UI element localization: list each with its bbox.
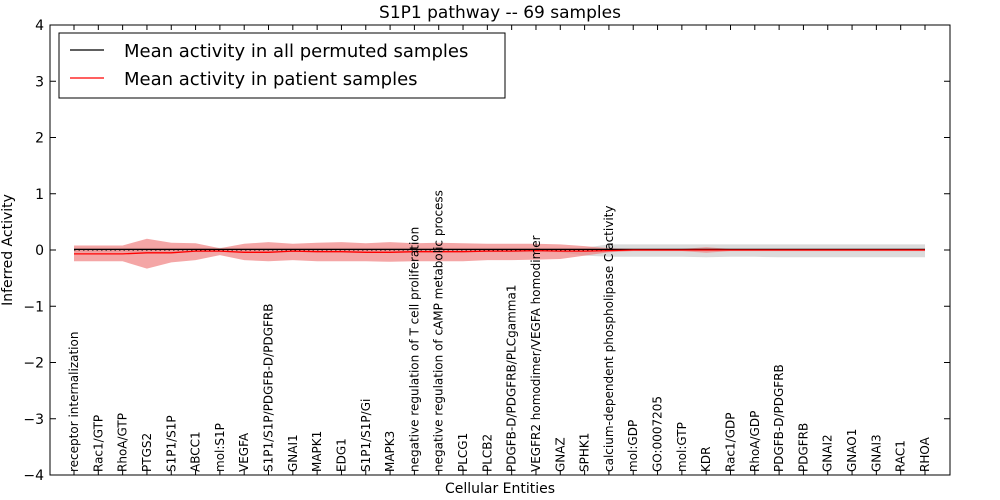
x-tick-label: calcium-dependent phospholipase C activi…	[602, 206, 616, 472]
series-lines	[74, 248, 925, 255]
y-tick-label: −2	[23, 356, 44, 372]
x-tick-label: PDGFRB	[796, 423, 810, 472]
plot-frame	[49, 24, 951, 476]
x-tick-label: mol:GTP	[675, 422, 689, 472]
x-tick-label: SPHK1	[578, 433, 592, 472]
x-tick-label: MAPK1	[310, 431, 324, 472]
y-tick-label: −1	[23, 299, 44, 315]
x-tick-label: RhoA/GTP	[116, 413, 130, 472]
x-tick-label: S1P1/S1P	[164, 415, 178, 472]
x-tick-label: GO:0007205	[651, 396, 665, 472]
x-tick-label: mol:GDP	[626, 420, 640, 472]
y-tick-label: 2	[35, 131, 44, 147]
y-tick-label: 4	[35, 18, 44, 34]
x-tick-label: GNAI1	[286, 434, 300, 472]
y-tick-label: 1	[35, 187, 44, 203]
x-tick-label: negative regulation of cAMP metabolic pr…	[432, 190, 446, 472]
x-tick-label: VEGFR2 homodimer/VEGFA homodimer	[529, 235, 543, 472]
y-tick-label: 0	[35, 243, 44, 259]
y-tick-label: 3	[35, 74, 44, 90]
legend-label-permuted: Mean activity in all permuted samples	[124, 41, 468, 62]
x-tick-label: VEGFA	[237, 432, 251, 472]
y-tick-label: −3	[23, 412, 44, 428]
band-patient	[74, 238, 925, 269]
x-tick-label: PLCG1	[456, 433, 470, 472]
legend-box	[58, 32, 506, 99]
x-tick-label: RHOA	[918, 436, 932, 472]
x-tick-label: Rac1/GDP	[724, 413, 738, 472]
x-tick-label: GNAI2	[821, 434, 835, 472]
x-tick-label: PTGS2	[140, 433, 154, 472]
x-tick-label: S1P1/S1P/PDGFB-D/PDGFRB	[262, 304, 276, 472]
x-tick-label: S1P1/S1P/Gi	[359, 399, 373, 472]
x-tick-label: GNAI3	[869, 434, 883, 472]
x-tick-label: MAPK3	[383, 431, 397, 472]
x-tick-label: KDR	[699, 447, 713, 472]
x-tick-label: RhoA/GDP	[748, 411, 762, 472]
x-tick-label: Rac1/GTP	[91, 415, 105, 472]
x-tick-label: EDG1	[335, 438, 349, 472]
x-tick-label: GNAZ	[553, 437, 567, 472]
x-tick-label: receptor internalization	[67, 332, 81, 472]
x-tick-label: RAC1	[894, 440, 908, 472]
x-tick-label: mol:S1P	[213, 423, 227, 472]
x-tick-label: ABCC1	[189, 431, 203, 472]
y-axis-label: Inferred Activity	[0, 194, 16, 306]
y-axis-ticks: −4 −3 −2 −1 0 1 2 3 4	[23, 18, 950, 484]
x-tick-label: GNAO1	[845, 429, 859, 472]
x-axis-ticks: receptor internalization Rac1/GTP RhoA/GTP…	[67, 25, 932, 475]
legend: Mean activity in all permuted samples Me…	[58, 32, 506, 99]
x-axis-label: Cellular Entities	[445, 481, 555, 497]
chart-title: S1P1 pathway -- 69 samples	[379, 3, 621, 23]
series-line-patient	[74, 249, 925, 255]
x-tick-label: negative regulation of T cell proliferat…	[407, 227, 421, 472]
x-tick-label: PDGFB-D/PDGFRB/PLCgamma1	[505, 285, 519, 472]
legend-label-patient: Mean activity in patient samples	[124, 69, 418, 90]
confidence-bands	[74, 238, 925, 269]
x-tick-label: PLCB2	[480, 434, 494, 472]
x-tick-label: PDGFB-D/PDGFRB	[772, 364, 786, 472]
y-tick-label: −4	[23, 468, 44, 484]
